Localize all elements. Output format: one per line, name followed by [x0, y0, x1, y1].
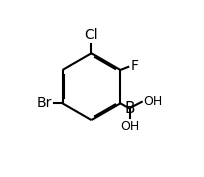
Text: F: F [130, 59, 137, 73]
Text: Cl: Cl [84, 28, 98, 42]
Text: Br: Br [37, 96, 52, 110]
Text: OH: OH [119, 120, 139, 133]
Text: OH: OH [142, 95, 161, 108]
Text: B: B [124, 101, 134, 116]
